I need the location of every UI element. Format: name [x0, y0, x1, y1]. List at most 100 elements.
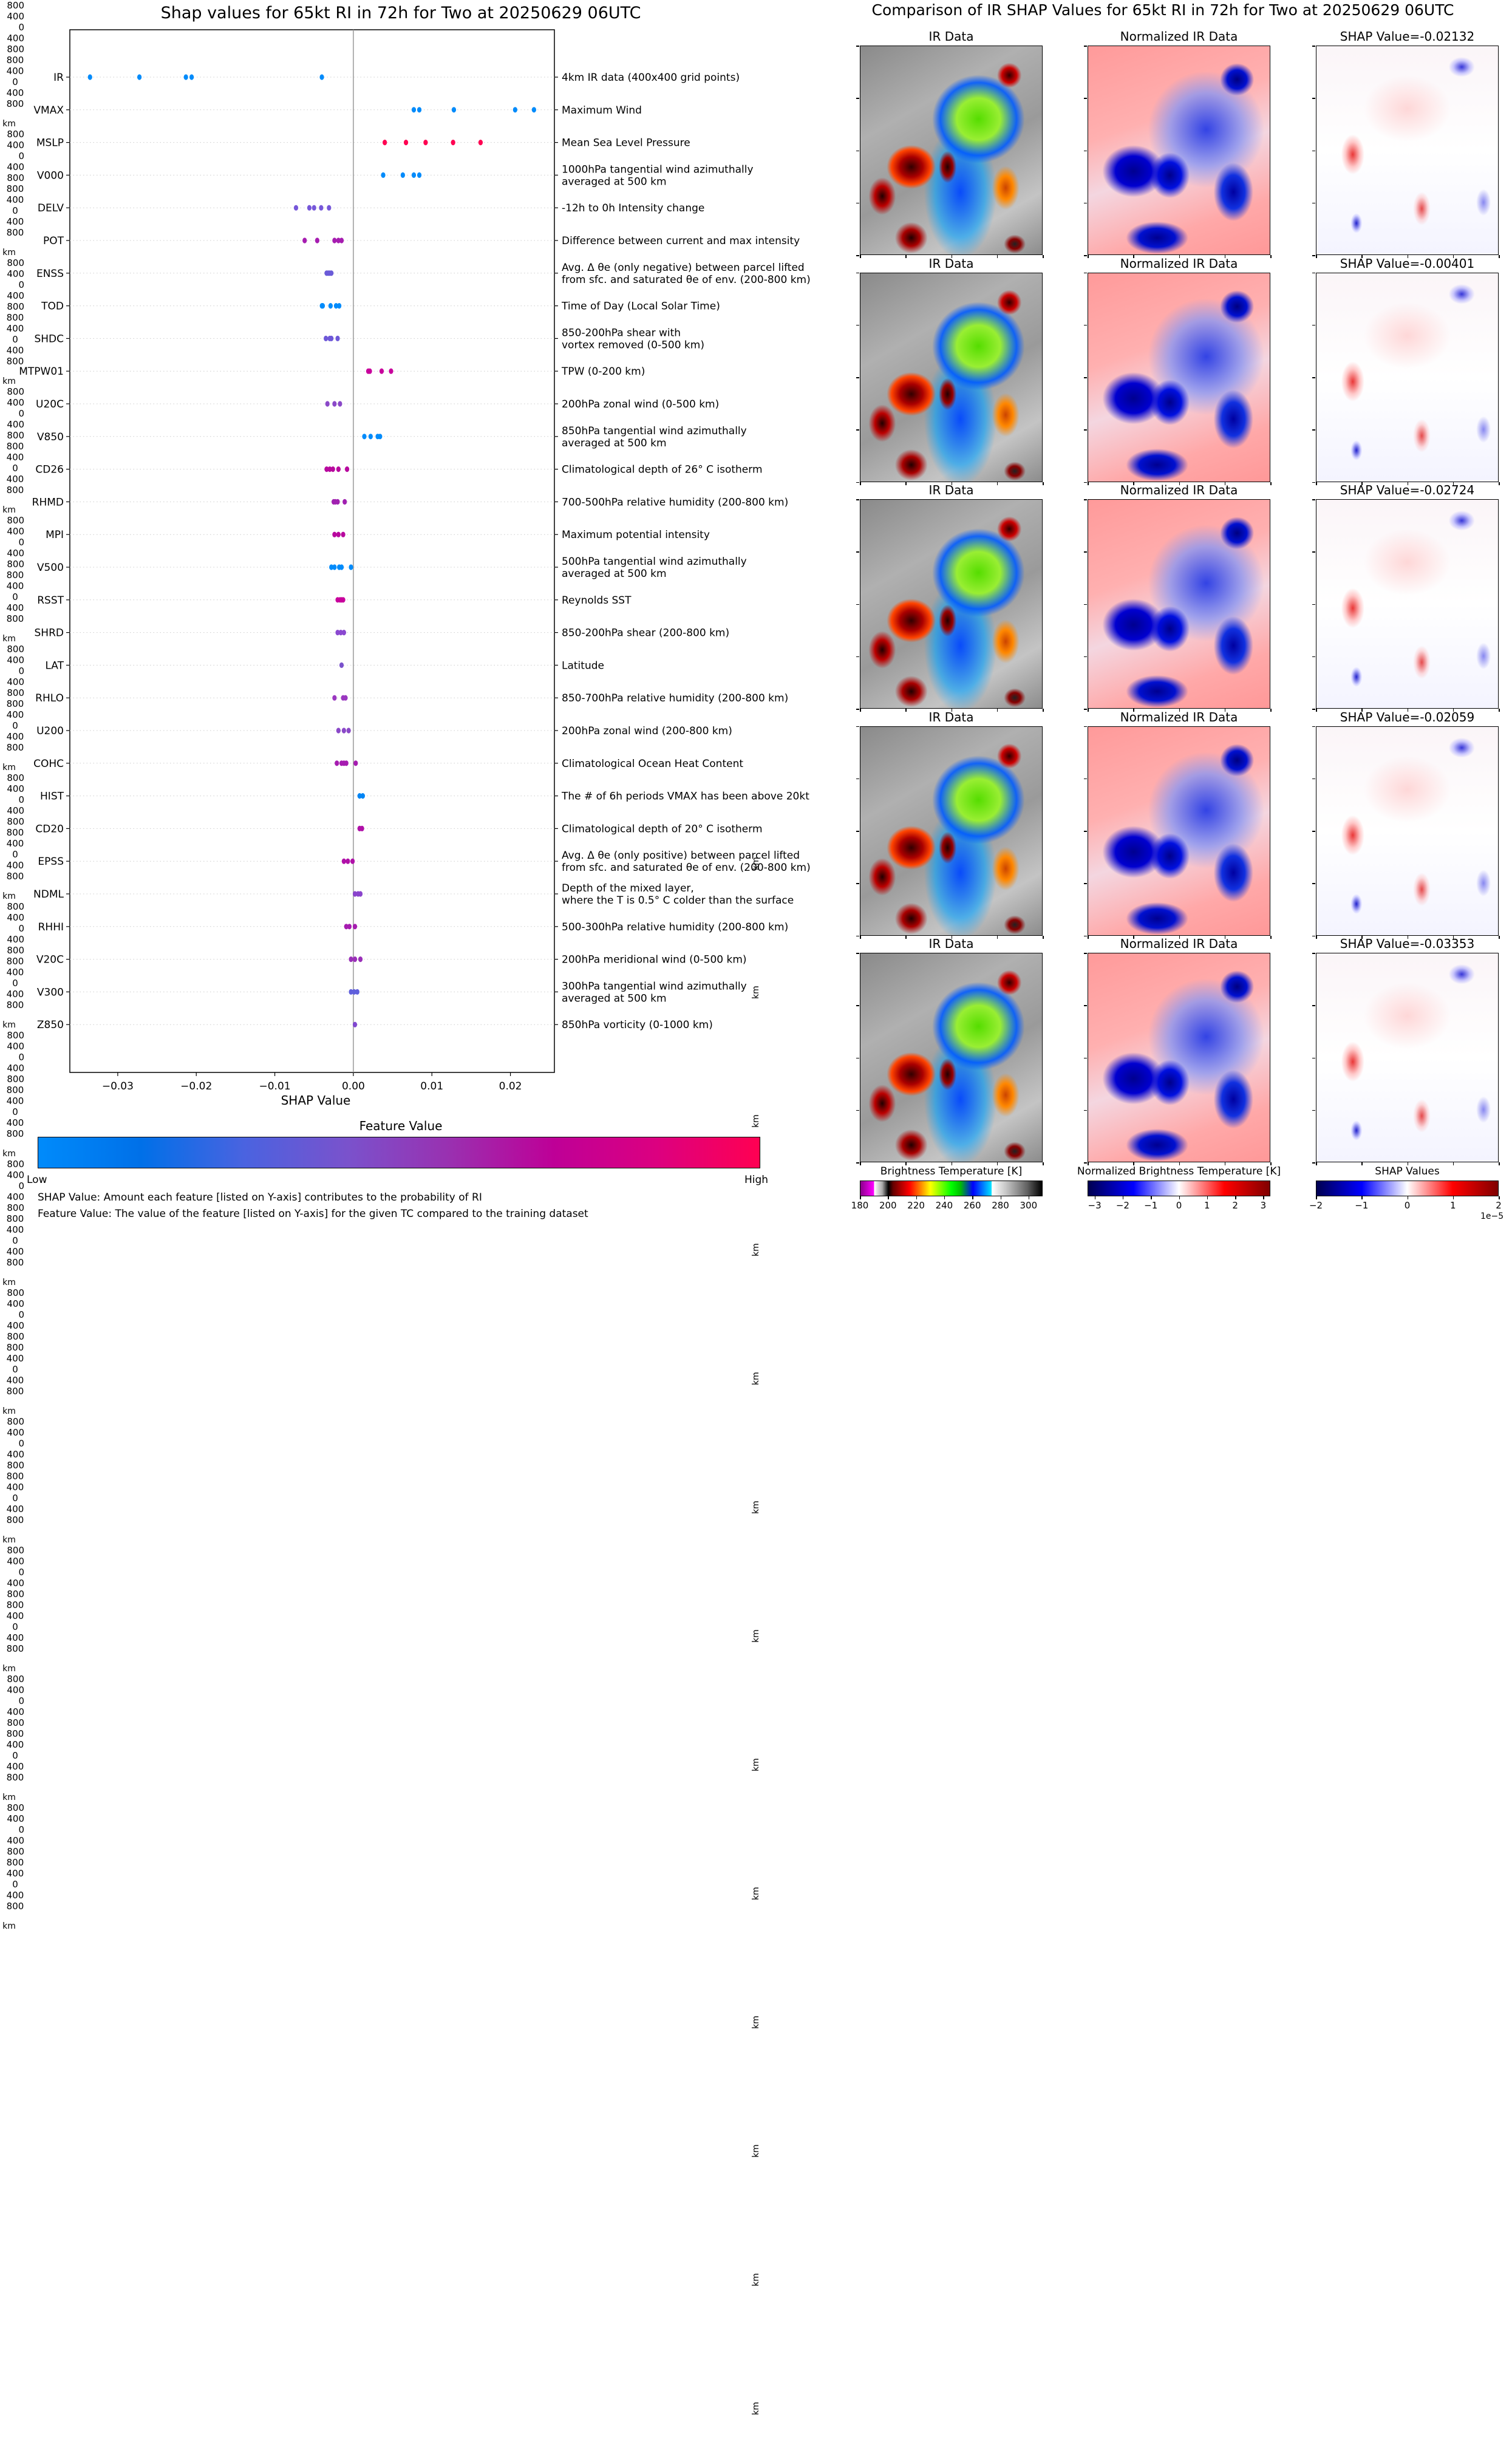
feature-description: Climatological depth of 20° C isotherm — [562, 823, 763, 835]
ir-data-title: IR Data — [928, 256, 974, 271]
feature-description: 850hPa vorticity (0-1000 km) — [562, 1019, 713, 1031]
shap-point — [368, 434, 373, 440]
shap-map-title: SHAP Value=-0.02724 — [1340, 483, 1475, 497]
shap-point — [339, 662, 344, 668]
shap-point — [336, 466, 341, 472]
y-tick-label: 800 — [7, 1846, 24, 1857]
shap-point — [332, 401, 337, 407]
x-tick-label: 400 — [6, 602, 24, 613]
x-tick-mark — [1361, 935, 1363, 939]
x-tick-label: 0 — [12, 1106, 18, 1117]
x-tick-mark — [951, 709, 952, 712]
shap-point — [358, 891, 363, 897]
x-tick-label: 400 — [6, 1246, 24, 1257]
y-tick-mark — [1084, 656, 1087, 658]
colorbar-tick-label: 2 — [1496, 1200, 1502, 1211]
feature-description: averaged at 500 km — [562, 176, 667, 188]
y-tick-mark — [1084, 1005, 1087, 1006]
x-tick-mark — [1224, 935, 1226, 939]
x-axis-label: km — [2, 1921, 16, 1931]
x-tick-label: 800 — [6, 698, 24, 709]
shap-map-title: SHAP Value=-0.03353 — [1340, 936, 1475, 951]
x-tick-label: 400 — [6, 1739, 24, 1750]
brightness-temperature-colorbar-title: Brightness Temperature [K] — [880, 1165, 1023, 1177]
y-tick-mark — [856, 202, 859, 204]
y-tick-mark — [856, 1109, 859, 1111]
colorbar-tick-mark — [1028, 1196, 1030, 1199]
feature-label-rhlo: RHLO — [35, 692, 64, 704]
shap-point — [335, 335, 340, 342]
x-tick-label: 0 — [12, 1621, 18, 1632]
plot-frame — [69, 29, 555, 1073]
feature-description: Mean Sea Level Pressure — [562, 137, 690, 149]
colorbar-tick-mark — [1207, 1196, 1208, 1199]
footnote-feature-value: Feature Value: The value of the feature … — [38, 1208, 588, 1220]
y-tick-mark — [1084, 429, 1087, 431]
shap-point — [329, 564, 334, 570]
y-tick-label: 0 — [18, 408, 24, 419]
y-tick-label: 800 — [7, 687, 24, 698]
shap-point — [328, 303, 333, 309]
y-tick-mark — [1084, 953, 1087, 954]
x-tick-label: 800 — [6, 742, 24, 753]
x-tick-mark — [1179, 1162, 1180, 1165]
x-tick-mark — [860, 709, 861, 712]
x-tick-label: 800 — [6, 1643, 24, 1654]
colorbar-tick-label: 0 — [1176, 1200, 1182, 1211]
x-tick-label: 400 — [6, 860, 24, 871]
x-tick-label: 0 — [12, 1493, 18, 1504]
y-tick-label: 800 — [7, 1159, 24, 1170]
y-tick-mark — [856, 499, 859, 500]
y-tick-label: 800 — [7, 1202, 24, 1213]
y-tick-mark — [1084, 377, 1087, 378]
y-tick-mark — [1312, 726, 1315, 727]
y-tick-mark — [856, 150, 859, 151]
shap-point — [319, 205, 324, 211]
y-tick-mark — [856, 255, 859, 256]
x-tick-label: 400 — [6, 194, 24, 205]
y-tick-label: 400 — [7, 290, 24, 301]
feature-label-hist: HIST — [40, 791, 64, 803]
x-tick-label: 800 — [6, 55, 24, 66]
y-tick-label: 0 — [18, 1824, 24, 1835]
colorbar-tick-label: 280 — [992, 1200, 1009, 1211]
x-tick-mark — [996, 482, 998, 485]
feature-description: where the T is 0.5° C colder than the su… — [562, 895, 794, 907]
shap-point — [341, 728, 346, 734]
shap-point — [411, 107, 417, 113]
y-tick-label: 400 — [7, 1556, 24, 1567]
y-tick-label: 800 — [7, 1074, 24, 1085]
feature-description: averaged at 500 km — [562, 568, 667, 580]
x-tick-label: 800 — [6, 1257, 24, 1268]
y-tick-mark — [1312, 429, 1315, 431]
feature-label-v500: V500 — [37, 562, 64, 574]
y-tick-mark — [1312, 709, 1315, 710]
ir-data-image — [860, 953, 1043, 1162]
colorbar-tick-label: 2 — [1232, 1200, 1238, 1211]
y-tick-label: 800 — [7, 945, 24, 956]
feature-label-z850: Z850 — [37, 1019, 64, 1031]
y-tick-label: 400 — [7, 1449, 24, 1460]
x-tick-label: 400 — [6, 989, 24, 1000]
y-tick-mark — [1312, 324, 1315, 326]
x-tick-mark — [1088, 1162, 1089, 1165]
footnote-shap-value: SHAP Value: Amount each feature [listed … — [38, 1191, 482, 1204]
shap-point — [319, 74, 324, 80]
feature-value-colorbar-title: Feature Value — [359, 1119, 443, 1133]
shap-point — [335, 760, 339, 766]
x-tick-mark — [1452, 935, 1454, 939]
y-tick-label: 800 — [7, 386, 24, 397]
x-tick-label: 0 — [12, 77, 18, 87]
feature-description: 850-200hPa shear (200-800 km) — [562, 627, 729, 639]
feature-description: vortex removed (0-500 km) — [562, 339, 704, 351]
y-tick-label: 400 — [7, 1191, 24, 1202]
x-tick-mark — [996, 935, 998, 939]
feature-description: Maximum potential intensity — [562, 529, 710, 541]
x-tick-label: 400 — [6, 1632, 24, 1643]
normalized-ir-image — [1088, 726, 1270, 936]
shap-point — [403, 140, 409, 146]
ir-comparison-title: Comparison of IR SHAP Values for 65kt RI… — [871, 1, 1454, 19]
y-tick-label: 400 — [7, 1170, 24, 1181]
y-tick-label: 400 — [7, 676, 24, 687]
colorbar-tick-mark — [1000, 1196, 1002, 1199]
